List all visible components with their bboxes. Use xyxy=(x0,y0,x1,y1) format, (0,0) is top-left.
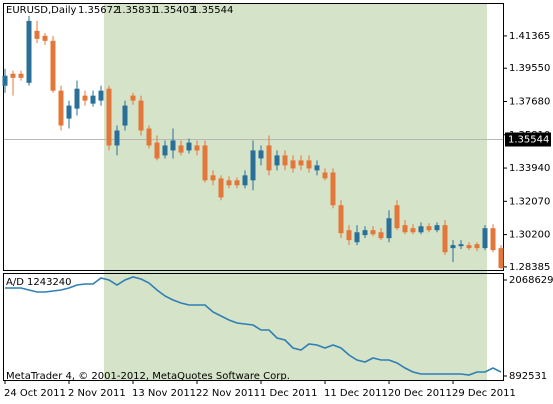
candle-body xyxy=(98,90,104,101)
candle-body xyxy=(410,228,416,233)
candle-body xyxy=(482,228,488,249)
y-tick-label: 892531 xyxy=(509,371,547,382)
candle-body xyxy=(362,230,368,236)
header-close: 1.35544 xyxy=(192,5,233,16)
candle-body xyxy=(218,178,224,198)
y-tick-label: 1.37680 xyxy=(509,97,550,108)
x-tick-label: 20 Dec 2011 xyxy=(388,388,452,399)
candle-body xyxy=(474,244,480,249)
candle-body xyxy=(298,160,304,166)
candle-body xyxy=(26,20,32,83)
current-price-box xyxy=(505,132,551,147)
candle-body xyxy=(74,88,80,109)
header-low: 1.35403 xyxy=(154,5,195,16)
header-high: 1.35831 xyxy=(116,5,157,16)
candle-body xyxy=(66,105,72,119)
candle-body xyxy=(186,142,192,151)
candle-body xyxy=(210,175,216,181)
candle-body xyxy=(2,75,8,86)
x-tick-label: 2 Nov 2011 xyxy=(68,388,126,399)
price-pane-frame xyxy=(3,3,504,271)
candle-body xyxy=(82,95,88,101)
candle-body xyxy=(442,225,448,253)
y-tick-label: 1.39550 xyxy=(509,63,550,74)
candle-body xyxy=(274,155,280,166)
candle-body xyxy=(354,232,360,243)
candle-body xyxy=(154,142,160,159)
y-tick-label: 1.41365 xyxy=(509,31,550,42)
y-tick-label: 1.32070 xyxy=(509,196,550,207)
candle-body xyxy=(314,165,320,171)
candle-body xyxy=(266,145,272,171)
indicator-value: 1243240 xyxy=(27,277,72,288)
highlight-region xyxy=(104,4,487,380)
candle-body xyxy=(418,226,424,233)
candle-body xyxy=(458,244,464,247)
candle-body xyxy=(42,35,48,41)
candle-body xyxy=(450,245,456,249)
candle-body xyxy=(498,248,504,269)
candle-body xyxy=(130,95,136,101)
candle-body xyxy=(10,73,16,78)
candle-body xyxy=(194,145,200,151)
indicator-pane-frame xyxy=(3,273,504,381)
candle-body xyxy=(290,160,296,169)
candle-body xyxy=(18,73,24,78)
y-tick-label: 1.33940 xyxy=(509,163,550,174)
candle-body xyxy=(322,172,328,179)
indicator-name: A/D xyxy=(6,277,24,288)
candle-body xyxy=(402,225,408,233)
candle-body xyxy=(386,218,392,239)
candle-body xyxy=(114,130,120,146)
y-tick-label: 1.28385 xyxy=(509,262,550,273)
candle-body xyxy=(250,150,256,181)
candle-body xyxy=(346,230,352,241)
x-tick-label: 29 Dec 2011 xyxy=(452,388,516,399)
current-price-label: 1.35544 xyxy=(508,135,549,146)
candle-body xyxy=(490,228,496,251)
x-tick-label: 24 Oct 2011 xyxy=(4,388,66,399)
symbol-title: EURUSD,Daily xyxy=(6,5,77,16)
candle-body xyxy=(242,175,248,186)
candle-body xyxy=(426,226,432,231)
candle-body xyxy=(90,95,96,104)
candle-body xyxy=(282,155,288,166)
candle-body xyxy=(434,225,440,231)
header-open: 1.35672 xyxy=(78,5,119,16)
candle-body xyxy=(378,232,384,239)
x-tick-label: 1 Dec 2011 xyxy=(260,388,318,399)
candle-body xyxy=(122,105,128,126)
candle-body xyxy=(146,128,152,146)
y-tick-label: 1.30200 xyxy=(509,230,550,241)
candle-body xyxy=(370,230,376,235)
candle-body xyxy=(202,145,208,181)
candle-body xyxy=(306,160,312,169)
candle-body xyxy=(58,90,64,126)
candle-body xyxy=(394,205,400,229)
candle-body xyxy=(466,245,472,249)
candle-body xyxy=(330,172,336,206)
candle-body xyxy=(338,205,344,234)
candle-body xyxy=(170,140,176,151)
candle-body xyxy=(234,180,240,186)
candle-body xyxy=(226,180,232,186)
x-tick-label: 11 Dec 2011 xyxy=(324,388,388,399)
candle-body xyxy=(138,100,144,131)
candle-body xyxy=(50,40,56,91)
copyright: MetaTrader 4, © 2001-2012, MetaQuotes So… xyxy=(6,371,290,382)
x-tick-label: 13 Nov 2011 xyxy=(132,388,196,399)
candle-body xyxy=(162,145,168,156)
x-tick-label: 22 Nov 2011 xyxy=(196,388,260,399)
y-tick-label: 2068629 xyxy=(509,275,553,286)
candle-body xyxy=(258,150,264,159)
indicator-line xyxy=(5,276,502,376)
candle-body xyxy=(34,30,40,39)
candle-body xyxy=(106,88,112,146)
candle-body xyxy=(178,145,184,153)
